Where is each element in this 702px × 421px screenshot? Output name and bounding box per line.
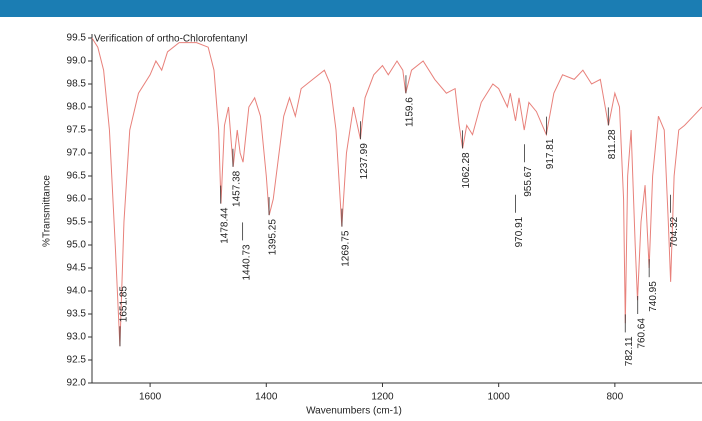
- peak-label: 1062.28: [461, 152, 472, 189]
- y-tick-label: 96.5: [67, 171, 87, 182]
- y-tick-label: 97.0: [67, 148, 87, 159]
- peak-label: 1440.73: [241, 244, 252, 281]
- peak-label: 1159.6: [405, 97, 416, 127]
- y-tick-label: 97.5: [67, 125, 87, 136]
- peak-label: 917.81: [545, 138, 556, 169]
- peak-label: 1237.99: [359, 143, 370, 180]
- y-tick-label: 99.5: [67, 33, 87, 44]
- y-tick-label: 93.5: [67, 309, 87, 320]
- peak-label: 760.64: [636, 318, 647, 349]
- y-tick-label: 94.0: [67, 286, 87, 297]
- peak-label: 1457.38: [232, 170, 243, 207]
- header-bar: [0, 0, 702, 17]
- x-axis-label: Wavenumbers (cm-1): [306, 406, 402, 417]
- y-tick-label: 94.5: [67, 263, 87, 274]
- x-tick-label: 800: [607, 392, 624, 403]
- spectrum-line: [91, 37, 702, 347]
- y-tick-label: 95.5: [67, 217, 87, 228]
- chart-title: Verification of ortho-Chlorofentanyl: [94, 34, 247, 45]
- y-tick-label: 96.0: [67, 194, 87, 205]
- peak-label: 1651.85: [119, 286, 130, 323]
- peak-label: 955.67: [523, 166, 534, 197]
- y-axis-label: %Transmittance: [42, 175, 53, 247]
- peak-label: 811.28: [607, 129, 618, 159]
- peak-label: 740.95: [648, 281, 659, 312]
- x-tick-label: 1200: [371, 392, 394, 403]
- y-tick-label: 95.0: [67, 240, 87, 251]
- peak-label: 704.32: [669, 216, 680, 247]
- x-tick-label: 1600: [139, 392, 162, 403]
- x-tick-label: 1400: [255, 392, 278, 403]
- peak-label: 1478.44: [219, 207, 230, 244]
- y-tick-label: 98.0: [67, 102, 87, 113]
- y-tick-label: 92.5: [67, 355, 87, 366]
- peak-label: 782.11: [624, 336, 635, 366]
- y-tick-label: 93.0: [67, 332, 87, 343]
- peak-label: 970.91: [514, 216, 525, 247]
- y-tick-label: 98.5: [67, 79, 87, 90]
- peak-label: 1269.75: [341, 230, 352, 267]
- y-tick-label: 99.0: [67, 56, 87, 67]
- y-tick-label: 92.0: [67, 378, 87, 389]
- x-tick-label: 1000: [488, 392, 511, 403]
- peak-label: 1395.25: [268, 219, 279, 256]
